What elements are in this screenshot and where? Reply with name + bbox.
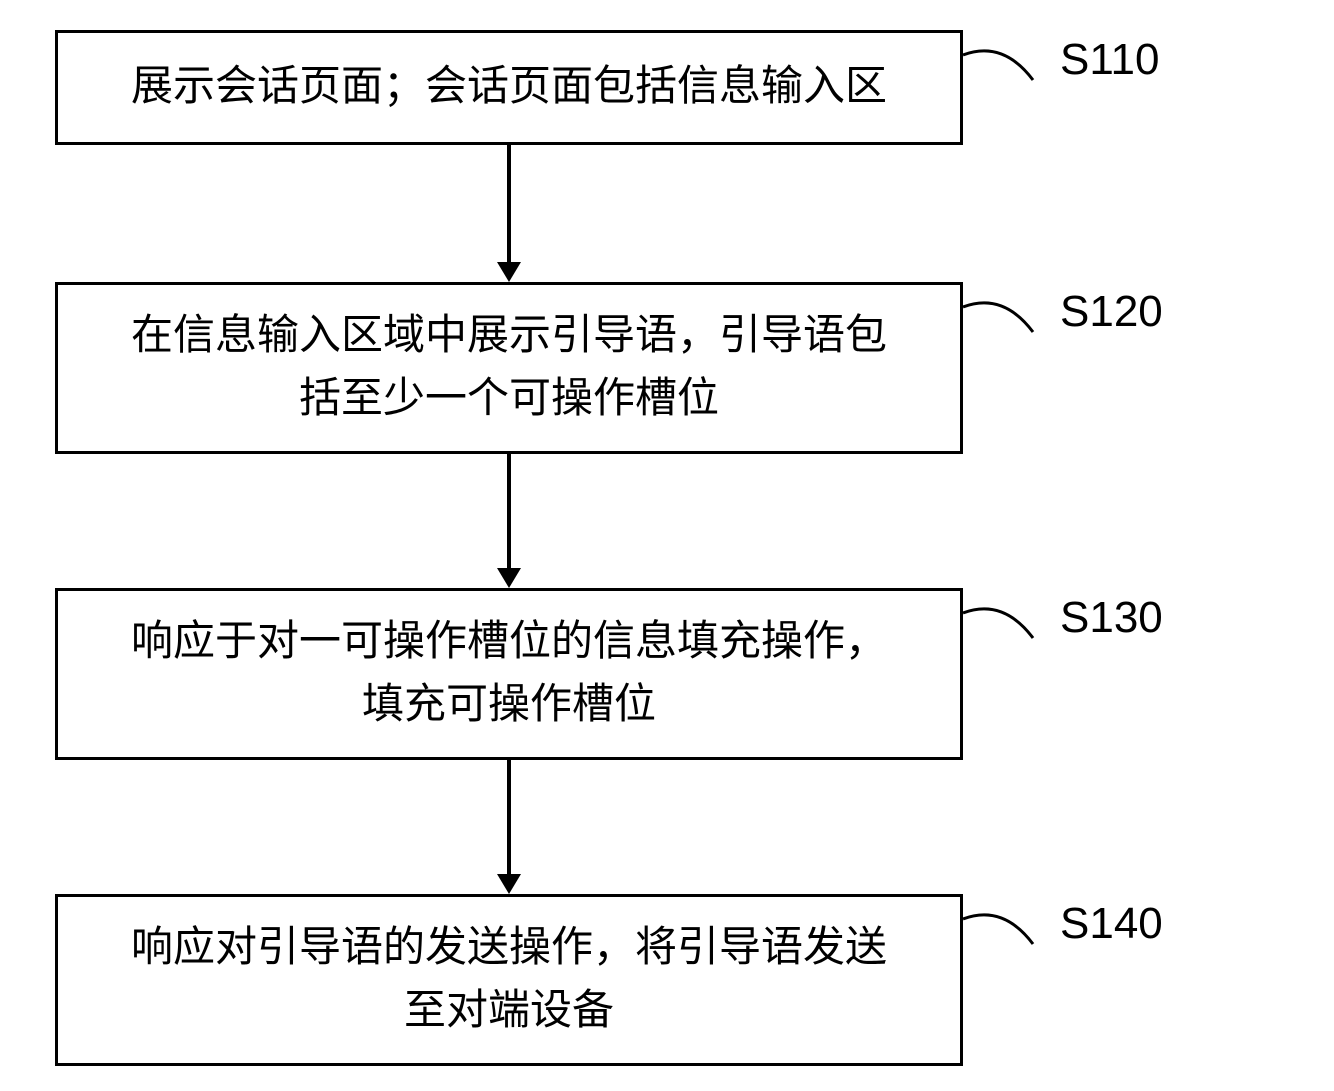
connector-curve-4 (963, 894, 1053, 954)
arrow-1-line (507, 145, 511, 262)
arrow-3-head (497, 874, 521, 894)
arrow-2-head (497, 568, 521, 588)
flow-step-1-text: 展示会话页面；会话页面包括信息输入区 (131, 56, 887, 119)
flow-step-2-text: 在信息输入区域中展示引导语，引导语包 括至少一个可操作槽位 (131, 305, 887, 431)
step-label-1: S110 (1060, 35, 1160, 85)
flow-step-1: 展示会话页面；会话页面包括信息输入区 (55, 30, 963, 145)
flow-step-3: 响应于对一可操作槽位的信息填充操作， 填充可操作槽位 (55, 588, 963, 760)
step-label-2: S120 (1060, 287, 1163, 337)
step-label-4: S140 (1060, 899, 1163, 949)
flow-step-4: 响应对引导语的发送操作，将引导语发送 至对端设备 (55, 894, 963, 1066)
flow-step-3-text: 响应于对一可操作槽位的信息填充操作， 填充可操作槽位 (131, 611, 887, 737)
arrow-2-line (507, 454, 511, 568)
arrow-3-line (507, 760, 511, 874)
connector-curve-3 (963, 588, 1053, 648)
connector-curve-2 (963, 282, 1053, 342)
arrow-1-head (497, 262, 521, 282)
flowchart-container: 展示会话页面；会话页面包括信息输入区 S110 在信息输入区域中展示引导语，引导… (0, 0, 1334, 1091)
step-label-3: S130 (1060, 593, 1163, 643)
flow-step-2: 在信息输入区域中展示引导语，引导语包 括至少一个可操作槽位 (55, 282, 963, 454)
flow-step-4-text: 响应对引导语的发送操作，将引导语发送 至对端设备 (131, 917, 887, 1043)
connector-curve-1 (963, 30, 1053, 90)
